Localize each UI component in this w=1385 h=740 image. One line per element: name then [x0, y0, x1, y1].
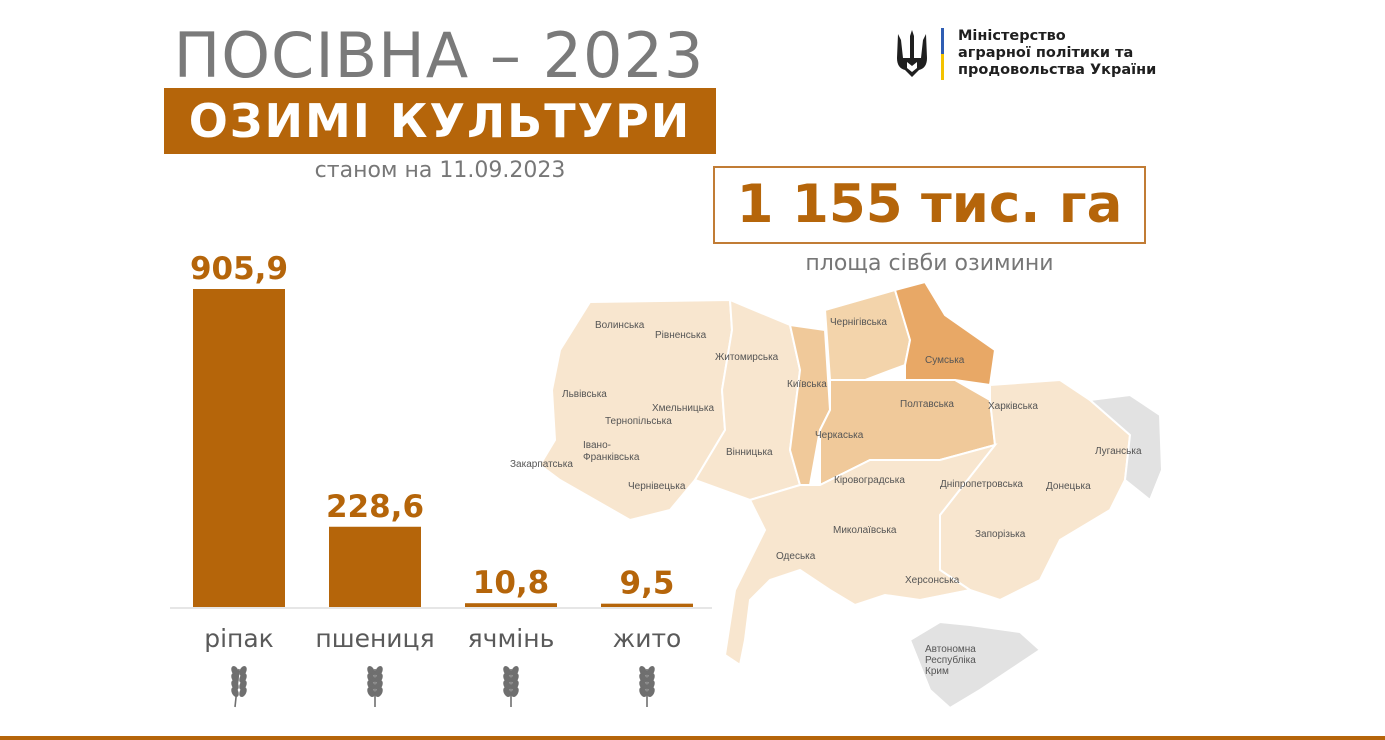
- page-title: ПОСІВНА – 2023: [173, 19, 705, 92]
- map-label-12: Закарпатська: [510, 459, 573, 470]
- map-label-21: Одеська: [776, 551, 816, 562]
- map-label-22: Запорізька: [975, 529, 1026, 540]
- category-label-0: ріпак: [204, 624, 274, 653]
- map-label-2: Житомирська: [715, 352, 779, 363]
- bar-value-label-0: 905,9: [190, 251, 288, 287]
- rye-icon: [639, 665, 655, 707]
- map-label-17: Кіровоградська: [834, 475, 905, 486]
- map-label-20: Миколаївська: [833, 525, 897, 536]
- ministry-logo: Міністерство аграрної політики та продов…: [895, 28, 1168, 84]
- map-region-chernihiv: [823, 288, 912, 381]
- bar-0: [193, 289, 285, 607]
- banner-winter-crops: ОЗИМІ КУЛЬТУРИ: [164, 88, 716, 154]
- map-label-19: Донецька: [1046, 481, 1091, 492]
- ministry-line-2: аграрної політики та: [958, 45, 1134, 61]
- map-region-sumy: [893, 280, 997, 387]
- map-label-crimea-1: Республіка: [925, 654, 976, 666]
- footer-accent-line: [0, 736, 1385, 740]
- category-label-1: пшениця: [315, 624, 434, 653]
- ministry-line-1: Міністерство: [958, 28, 1066, 44]
- total-area-caption: площа сівби озимини: [805, 251, 1054, 276]
- trident-icon: [897, 30, 927, 77]
- map-region-crimea: [908, 620, 1042, 710]
- map-label-14: Вінницька: [726, 447, 773, 458]
- map-label-3: Чернігівська: [830, 317, 887, 328]
- map-label-16: Чернівецька: [628, 481, 686, 492]
- flag-bar: [941, 28, 944, 80]
- total-area-value: 1 155 тис. га: [713, 166, 1146, 244]
- bar-value-label-3: 9,5: [620, 566, 675, 602]
- map-label-crimea-0: Автономна: [925, 644, 976, 655]
- ministry-line-3: продовольства України: [958, 62, 1157, 78]
- map-label-6: Тернопільська: [605, 416, 672, 427]
- map-label-23: Херсонська: [905, 575, 960, 586]
- bar-1: [329, 526, 421, 607]
- map-label-13: Івано-Франківська: [583, 440, 640, 463]
- bar-2: [465, 603, 557, 607]
- map-label-0: Волинська: [595, 320, 645, 331]
- map-label-18: Дніпропетровська: [940, 479, 1023, 490]
- map-label-crimea-2: Крим: [925, 666, 949, 677]
- map-region-south: [723, 443, 998, 667]
- bar-3: [601, 603, 693, 607]
- wheat-icon: [367, 665, 383, 707]
- map-label-7: Хмельницька: [652, 403, 714, 414]
- rapeseed-icon: [231, 665, 247, 708]
- map-label-10: Харківська: [988, 401, 1038, 412]
- bar-value-label-1: 228,6: [326, 489, 424, 525]
- bar-value-label-2: 10,8: [473, 565, 550, 601]
- map-label-4: Сумська: [925, 355, 965, 366]
- map-label-15: Черкаська: [815, 430, 864, 441]
- map-label-9: Полтавська: [900, 399, 954, 410]
- bar-chart: 905,9 ріпак 228,6 пшениця 10,8 ячмінь 9,5 жито: [170, 251, 712, 708]
- map-region-luhansk: [1087, 393, 1164, 502]
- category-label-3: жито: [613, 624, 682, 653]
- category-label-2: ячмінь: [468, 624, 555, 653]
- date-caption: станом на 11.09.2023: [314, 158, 566, 183]
- map-label-1: Рівненська: [655, 330, 707, 341]
- ukraine-map: Волинська Рівненська Житомирська Чернігівсь…: [510, 280, 1164, 710]
- barley-icon: [503, 665, 519, 707]
- map-label-11: Луганська: [1095, 446, 1142, 457]
- map-label-5: Львівська: [562, 389, 607, 400]
- ministry-name: Міністерство аграрної політики та продов…: [958, 28, 1168, 79]
- map-label-8: Київська: [787, 379, 827, 390]
